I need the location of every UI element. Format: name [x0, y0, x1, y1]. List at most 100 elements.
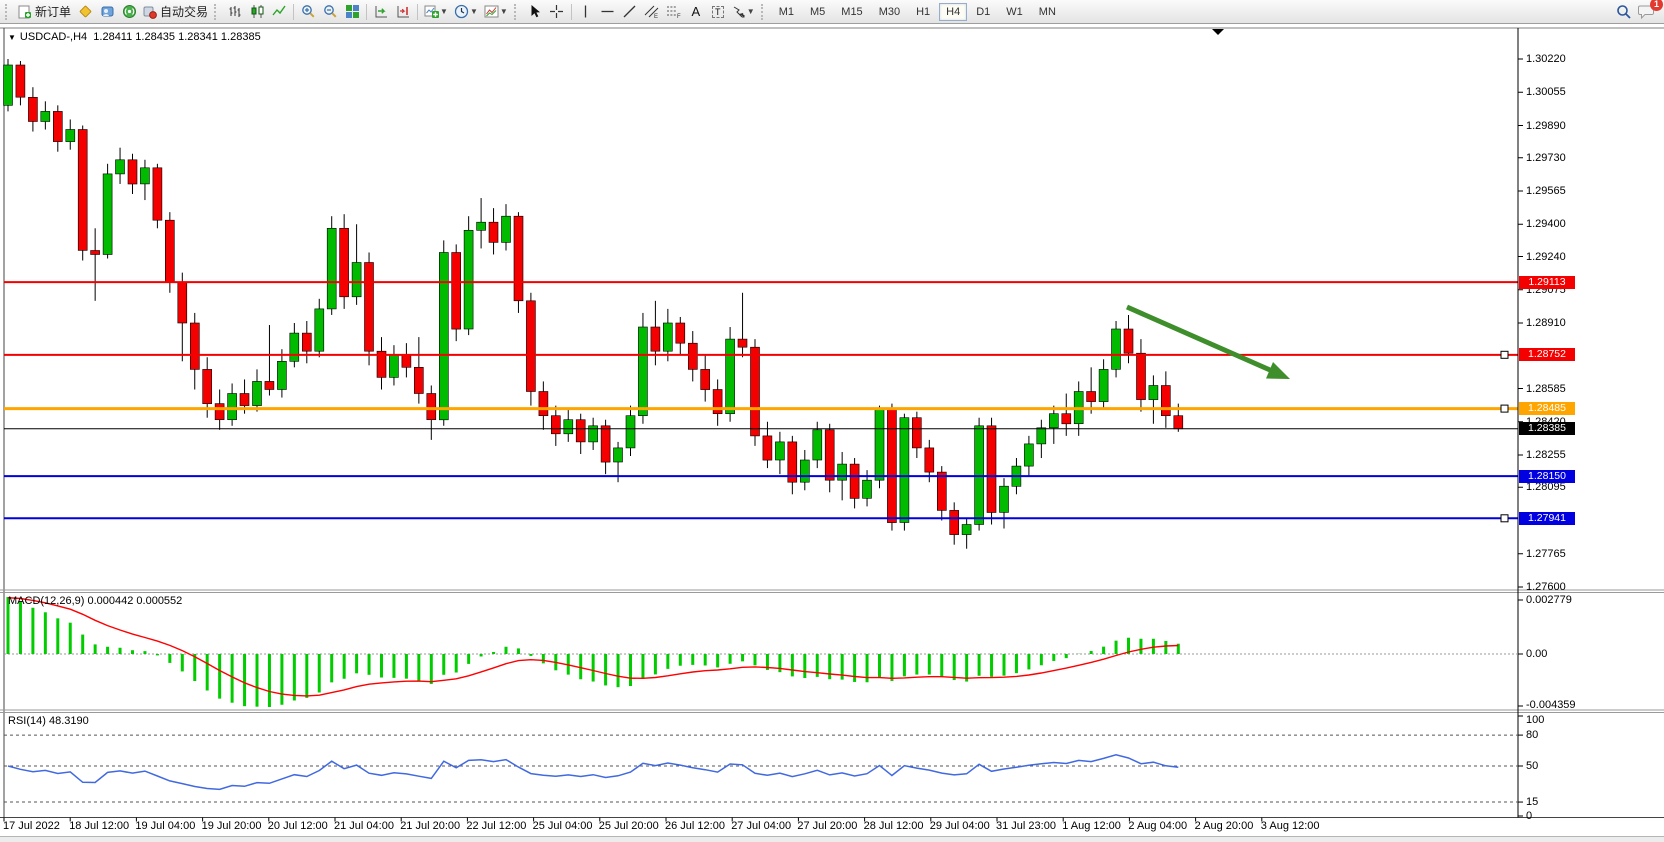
rsi-axis-label: 80 [1526, 729, 1539, 742]
current-price-tag: 1.28385 [1519, 422, 1575, 436]
fibonacci-tool-button[interactable]: F [663, 2, 685, 22]
chart-shift-button[interactable] [392, 2, 414, 22]
new-order-label: 新订单 [35, 5, 72, 19]
timeframe-w1[interactable]: W1 [999, 3, 1030, 21]
toolbar-grip[interactable] [760, 3, 768, 20]
time-label: 19 Jul 20:00 [201, 820, 262, 832]
chart-symbol-period: USDCAD-,H4 [19, 31, 88, 43]
indicators-button[interactable]: ▼ [421, 2, 451, 22]
new-order-button[interactable]: 新订单 [15, 2, 74, 22]
price-tick-label: 1.28585 [1526, 382, 1566, 395]
price-line-tag: 1.29113 [1519, 275, 1575, 289]
timeframe-h1[interactable]: H1 [909, 3, 937, 21]
svg-text:F: F [677, 14, 681, 19]
price-tick-label: 1.29890 [1526, 119, 1566, 132]
bar-chart-button[interactable] [224, 2, 246, 22]
text-tool-button[interactable]: A [685, 2, 707, 22]
rsi-axis-label: 100 [1526, 714, 1545, 726]
time-label: 27 Jul 04:00 [731, 820, 792, 832]
zoom-in-button[interactable] [297, 2, 319, 22]
periods-button[interactable]: ▼ [451, 2, 481, 22]
chart-area[interactable]: ▼ USDCAD-,H4 1.28411 1.28435 1.28341 1.28… [0, 24, 1664, 836]
equidistant-channel-tool-button[interactable]: E [641, 2, 663, 22]
arrows-tool-button[interactable]: ▼ [729, 2, 758, 22]
autotrading-button[interactable]: 自动交易 [140, 2, 211, 22]
market-watch-button[interactable] [74, 2, 96, 22]
new-order-icon [18, 5, 32, 19]
price-tick-label: 1.27765 [1526, 547, 1566, 560]
price-tick-label: 1.29400 [1526, 218, 1566, 231]
price-line-tag: 1.27941 [1519, 511, 1575, 525]
horizontal-line-tool-button[interactable] [597, 2, 619, 22]
time-label: 21 Jul 20:00 [400, 820, 461, 832]
macd-label: MACD(12,26,9) 0.000442 0.000552 [8, 595, 183, 607]
macd-signal-line [7, 597, 1179, 697]
zoom-out-button[interactable] [319, 2, 341, 22]
price-tick-label: 1.30220 [1526, 53, 1566, 65]
trend-arrow[interactable] [1125, 304, 1290, 379]
time-label: 26 Jul 12:00 [665, 820, 725, 832]
time-label: 29 Jul 04:00 [929, 820, 990, 832]
timeframe-m30[interactable]: M30 [872, 3, 907, 21]
time-label: 19 Jul 04:00 [135, 820, 196, 832]
cursor-tool-button[interactable] [524, 2, 546, 22]
templates-button[interactable]: ▼ [481, 2, 511, 22]
last-bar-marker-icon[interactable] [1212, 29, 1224, 35]
timeframe-h4[interactable]: H4 [939, 2, 968, 21]
time-label: 2 Aug 04:00 [1128, 820, 1188, 832]
line-chart-button[interactable] [268, 2, 290, 22]
hline-1.27941[interactable] [4, 514, 1518, 523]
time-label: 3 Aug 12:00 [1260, 820, 1320, 832]
notifications-button[interactable]: 1 [1635, 0, 1663, 22]
price-tick-label: 1.29565 [1526, 185, 1566, 197]
time-label: 18 Jul 12:00 [69, 820, 130, 832]
chevron-down-icon: ▼ [469, 7, 478, 16]
toolbar: 新订单 自动交易 ▼ ▼ ▼ [0, 0, 1664, 24]
tile-windows-button[interactable] [341, 2, 363, 22]
price-tick-label: 1.28095 [1526, 481, 1566, 494]
time-label: 21 Jul 04:00 [334, 820, 394, 832]
navigator-button[interactable] [96, 2, 118, 22]
signals-button[interactable] [118, 2, 140, 22]
candlestick-chart-button[interactable] [246, 2, 268, 22]
collapse-triangle-icon[interactable]: ▼ [8, 33, 16, 42]
search-button[interactable] [1613, 2, 1635, 22]
time-label: 1 Aug 12:00 [1062, 820, 1121, 832]
time-label: 25 Jul 20:00 [598, 820, 659, 832]
crosshair-tool-button[interactable] [546, 2, 568, 22]
macd-axis-label: 0.002779 [1526, 594, 1572, 606]
price-line-tag: 1.28485 [1519, 402, 1575, 416]
price-line-tag: 1.28150 [1519, 469, 1575, 483]
chart-ohlc-values: 1.28411 1.28435 1.28341 1.28385 [93, 31, 261, 43]
time-label: 25 Jul 04:00 [532, 820, 593, 832]
toolbar-grip[interactable] [513, 3, 521, 20]
price-tick-label: 1.28255 [1526, 449, 1566, 461]
timeframe-m5[interactable]: M5 [803, 3, 832, 21]
timeframe-mn[interactable]: MN [1032, 3, 1063, 21]
hline-1.28485[interactable] [4, 404, 1518, 413]
rsi-axis-label: 50 [1526, 760, 1539, 772]
rsi-line [7, 754, 1179, 791]
timeframe-m15[interactable]: M15 [834, 3, 869, 21]
timeframe-d1[interactable]: D1 [969, 3, 997, 21]
time-label: 2 Aug 20:00 [1194, 820, 1254, 832]
price-tick-label: 1.30055 [1526, 86, 1566, 99]
time-label: 28 Jul 12:00 [863, 820, 924, 832]
trendline-tool-button[interactable] [619, 2, 641, 22]
auto-scroll-button[interactable] [370, 2, 392, 22]
time-label: 20 Jul 12:00 [267, 820, 328, 832]
timeframe-m1[interactable]: M1 [772, 3, 801, 21]
signals-icon [122, 4, 137, 19]
rsi-axis-label: 15 [1526, 796, 1539, 808]
navigator-icon [100, 4, 115, 19]
svg-text:E: E [654, 14, 658, 19]
hline-1.28752[interactable] [4, 350, 1518, 359]
market-watch-icon [78, 4, 93, 19]
status-bar [0, 836, 1664, 842]
toolbar-grip[interactable] [5, 3, 12, 20]
chart-plot-svg[interactable] [0, 24, 1664, 836]
text-label-tool-button[interactable]: T [707, 2, 729, 22]
toolbar-grip[interactable] [214, 3, 221, 20]
vertical-line-tool-button[interactable] [575, 2, 597, 22]
